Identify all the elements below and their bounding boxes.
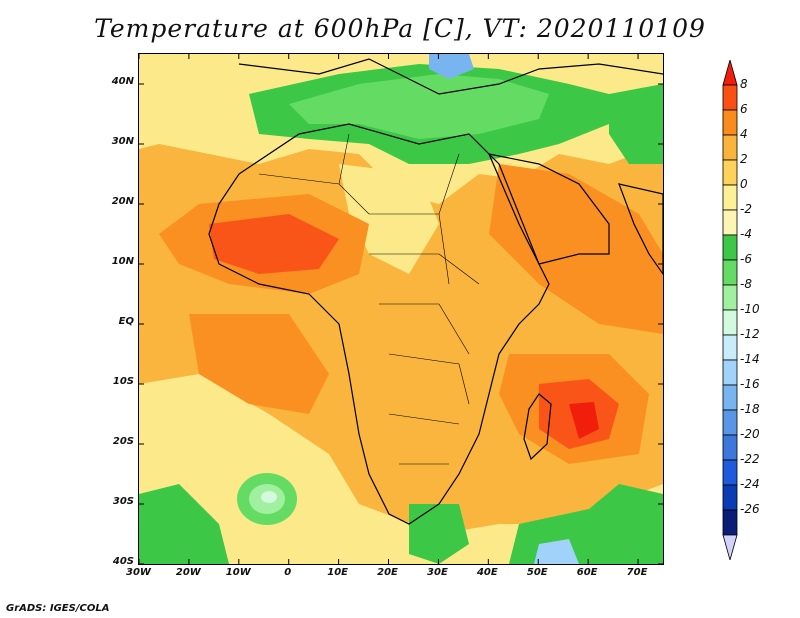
colorbar-segment [722, 284, 738, 311]
colorbar-label: -20 [740, 427, 760, 441]
temp-region-mild-mediterranean [289, 74, 549, 139]
temp-region-warm-south-atlantic [189, 314, 329, 414]
lat-tick-label: 10S [112, 376, 134, 387]
colorbar-segment [722, 109, 738, 136]
madagascar-coastline [523, 393, 552, 461]
temp-region-coldest-core [261, 491, 277, 503]
chart-title: Temperature at 600hPa [C], VT: 202011010… [94, 14, 706, 43]
colorbar-segment [722, 359, 738, 386]
colorbar-segment [722, 334, 738, 361]
colorbar [722, 60, 738, 560]
colorbar-label: -10 [740, 302, 760, 316]
lon-tick-label: 60E [576, 567, 598, 578]
colorbar-label: 0 [740, 177, 748, 191]
colorbar-segment [722, 459, 738, 486]
lon-tick-label: 20W [175, 567, 201, 578]
colorbar-label: 2 [740, 152, 748, 166]
lon-tick-label: 30W [126, 567, 151, 578]
credit-text: GrADS: IGES/COLA [6, 603, 110, 614]
colorbar-label: -22 [740, 452, 760, 466]
colorbar-segment [722, 60, 738, 86]
temp-region-hot-west-africa [209, 214, 339, 274]
lat-tick-label: 40S [112, 556, 134, 567]
lat-tick-label: 40N [111, 76, 134, 87]
colorbar-segment [722, 159, 738, 186]
country-borders [258, 133, 480, 465]
colorbar-label: -8 [740, 277, 752, 291]
lon-tick-label: 20E [377, 567, 398, 578]
colorbar-label: -6 [740, 252, 752, 266]
lon-tick-label: 0 [284, 567, 292, 578]
lat-tick-label: EQ [118, 316, 134, 327]
map-panel [138, 53, 664, 565]
africa-coastline [208, 123, 550, 525]
lon-tick-label: 30E [427, 567, 448, 578]
temp-region-cool-southern-africa [409, 504, 469, 564]
temperature-map [139, 54, 663, 564]
colorbar-label: -14 [740, 352, 760, 366]
colorbar-label: -4 [740, 227, 752, 241]
lon-tick-label: 10E [327, 567, 348, 578]
colorbar-label: -16 [740, 377, 760, 391]
temp-region-hottest-spot [569, 402, 599, 439]
lat-tick-label: 20S [112, 436, 134, 447]
colorbar-segment [722, 384, 738, 411]
lon-tick-label: 40E [476, 567, 498, 578]
temp-region-cool-south-atlantic [139, 484, 229, 564]
colorbar-label: -24 [740, 477, 760, 491]
temp-region-cold-turkey [429, 54, 474, 79]
colorbar-label: -2 [740, 202, 752, 216]
colorbar-label: 6 [740, 102, 748, 116]
colorbar-segment [722, 484, 738, 511]
lon-tick-label: 50E [526, 567, 548, 578]
colorbar-segment [722, 184, 738, 211]
colorbar-segment [722, 134, 738, 161]
colorbar-segment [722, 409, 738, 436]
europe-coastline [238, 58, 663, 95]
lon-tick-label: 70E [626, 567, 648, 578]
lat-tick-label: 30N [111, 136, 134, 147]
colorbar-label: -26 [740, 502, 760, 516]
india-coastline [618, 183, 663, 276]
temp-region-warm-arabia [489, 164, 663, 334]
colorbar-segment [722, 84, 738, 111]
colorbar-segment [722, 509, 738, 536]
lat-tick-label: 10N [111, 256, 134, 267]
temp-region-cool-iran [609, 84, 663, 164]
colorbar-label: -12 [740, 327, 760, 341]
colorbar-segment [722, 434, 738, 461]
colorbar-segment [722, 309, 738, 336]
colorbar-label: 8 [740, 77, 748, 91]
colorbar-segment [722, 259, 738, 286]
temp-region-cold-indian-ocean [534, 539, 579, 564]
temp-region-pale-central [339, 164, 439, 274]
colorbar-label: -18 [740, 402, 760, 416]
lat-tick-label: 20N [111, 196, 134, 207]
lat-tick-label: 30S [112, 496, 134, 507]
arabia-coastline [487, 153, 610, 265]
colorbar-segment [722, 234, 738, 261]
colorbar-segment [722, 534, 738, 560]
colorbar-label: 4 [740, 127, 748, 141]
lon-tick-label: 10W [225, 567, 251, 578]
colorbar-segment [722, 209, 738, 236]
